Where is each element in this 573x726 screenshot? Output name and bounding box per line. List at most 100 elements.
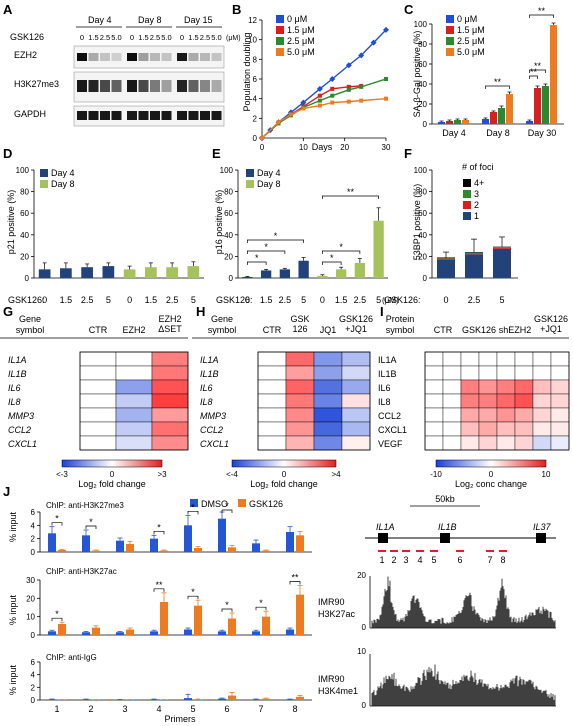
band-ezh2 — [138, 53, 149, 61]
heat-cell — [514, 351, 534, 367]
panel-b-ylabel: Population doubling — [242, 32, 252, 111]
heat-cell — [341, 351, 371, 367]
heatmap-frame — [79, 351, 189, 451]
band-ezh2 — [100, 53, 110, 61]
track-signal — [371, 576, 556, 628]
legend-swatch — [446, 15, 454, 23]
blot-dose-unit: (μM) — [226, 35, 241, 42]
colorbar — [61, 459, 163, 468]
heat-cell — [313, 393, 343, 409]
colorbar-tick: 0 — [282, 470, 287, 479]
legend-swatch — [246, 169, 254, 177]
y-tick-label: 0 — [25, 274, 30, 283]
sig-mark: ** — [494, 77, 502, 87]
sig-mark: ** — [347, 187, 355, 197]
legend-label: Day 4 — [257, 168, 281, 178]
band-ezh2 — [127, 53, 137, 61]
data-point — [317, 103, 322, 108]
heat-cell — [550, 365, 570, 381]
heat-cell — [478, 393, 498, 409]
dose-tick-label: 2.5 — [468, 295, 481, 305]
heat-cell — [460, 421, 480, 437]
band-h3k27me3 — [200, 80, 210, 92]
sig-mark: ** — [538, 6, 546, 16]
bar — [187, 266, 200, 278]
sig-bracket — [187, 595, 199, 600]
band-gapdh — [111, 111, 122, 120]
bar — [262, 550, 270, 552]
dose-label: 0 — [130, 33, 134, 42]
y-tick-label: 60 — [20, 209, 29, 218]
heat-cell — [313, 351, 343, 367]
data-point — [370, 39, 377, 46]
bar — [116, 632, 124, 635]
bar — [82, 535, 90, 552]
data-point — [330, 86, 335, 91]
chip-xlabel: Primers — [165, 714, 196, 724]
data-point — [330, 93, 335, 98]
panel-j-chip: DMSO GSK126 ChIP: anti-H3K27me3 ChIP: an… — [8, 494, 556, 724]
heat-cell — [532, 379, 552, 395]
colorbar-label: Log₂ conc change — [455, 479, 527, 489]
y-tick-label: 40 — [418, 80, 427, 89]
bar — [184, 525, 192, 552]
bar — [260, 270, 272, 278]
x-tick-label: 0 — [260, 143, 265, 152]
legend-label: 2.5 μM — [287, 36, 315, 46]
bar — [166, 267, 178, 278]
chip3-ylabel: % input — [8, 664, 18, 695]
legend-label: Day 8 — [51, 179, 75, 189]
row-label: IL1B — [8, 369, 27, 379]
sig-mark: * — [330, 253, 334, 263]
heat-cell — [514, 407, 534, 423]
stack-segment — [493, 247, 511, 248]
heat-cell — [313, 435, 343, 451]
band-gapdh — [161, 111, 172, 120]
band-gapdh — [77, 111, 87, 120]
sig-mark: * — [225, 501, 229, 511]
legend-swatch-dmso — [190, 499, 198, 507]
bar — [490, 112, 497, 124]
legend-label: 1.5 μM — [457, 25, 485, 35]
dose-tick-label: 5 — [106, 295, 111, 305]
heat-cell — [79, 407, 117, 423]
heat-cell — [424, 351, 444, 367]
legend-swatch-gsk126 — [238, 499, 246, 507]
column-label: JQ1 — [320, 325, 337, 335]
stack-segment — [493, 247, 511, 249]
heat-cell — [478, 407, 498, 423]
row-label: IL6 — [378, 383, 391, 393]
dose-label: 0 — [80, 33, 84, 42]
primer-tick-label: 3 — [122, 704, 127, 714]
legend-swatch — [40, 180, 48, 188]
sig-mark: ** — [155, 580, 163, 590]
bar — [92, 627, 100, 635]
heat-cell — [496, 407, 516, 423]
heat-cell — [313, 421, 343, 437]
bar — [82, 632, 90, 635]
primer-label: 6 — [457, 555, 462, 565]
bar — [498, 108, 505, 124]
data-point — [346, 87, 351, 92]
sig-bracket — [485, 85, 510, 89]
y-tick-label: 60 — [418, 209, 427, 218]
legend-swatch — [246, 180, 254, 188]
data-point — [345, 62, 352, 69]
band-h3k27me3 — [161, 80, 172, 92]
gene-box-il37 — [536, 533, 546, 543]
heat-cell — [460, 393, 480, 409]
heat-cell — [424, 393, 444, 409]
heatmap-frame — [257, 351, 371, 451]
colorbar — [435, 459, 547, 468]
track1-ytick-top: 20 — [357, 571, 366, 580]
bar — [58, 550, 66, 552]
panel-letter-c: C — [404, 2, 414, 17]
bar — [48, 631, 56, 635]
row-label: CCL2 — [200, 425, 223, 435]
heat-cell — [496, 365, 516, 381]
heat-cell — [285, 435, 315, 451]
band-gapdh — [150, 111, 160, 120]
panel-b-population-doubling: Population doubling Days 0 2 4 6 8 10 12 0 10 20 3… — [242, 14, 391, 152]
